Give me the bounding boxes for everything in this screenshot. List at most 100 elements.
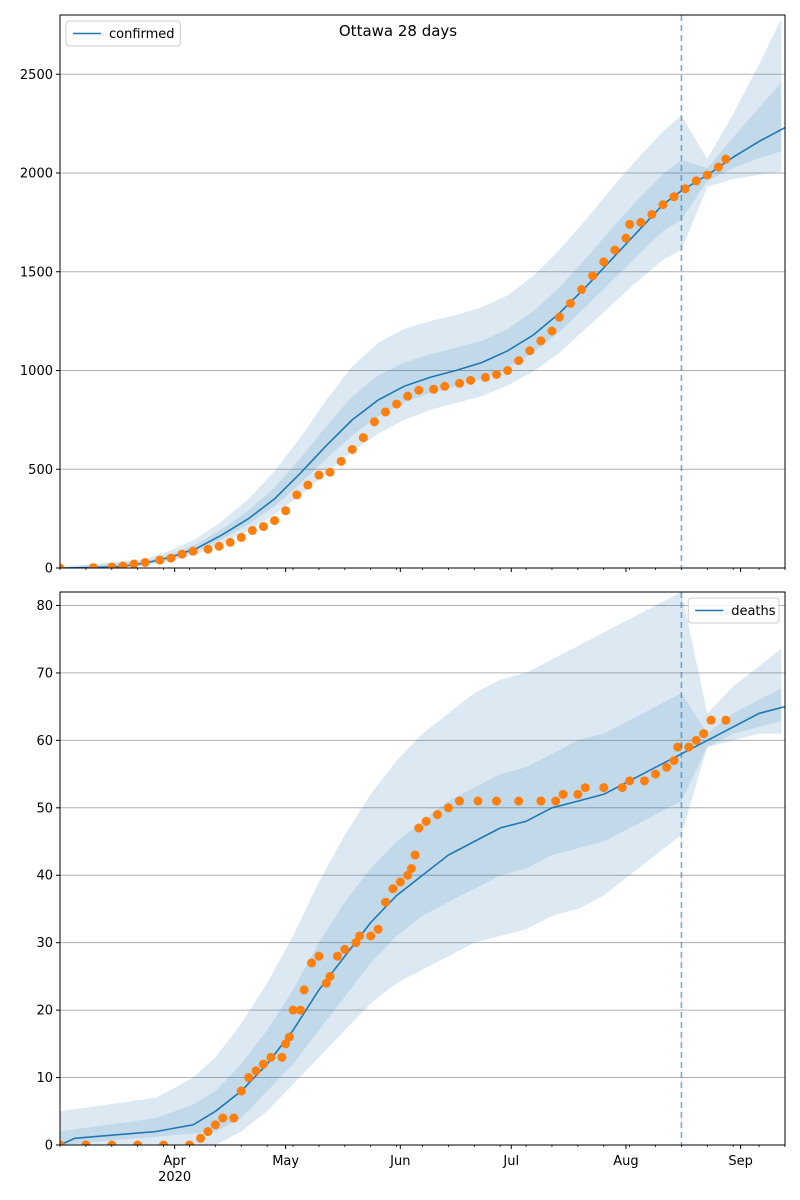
x-tick-label: May [272, 1154, 299, 1169]
observed-point [554, 312, 564, 322]
observed-point [288, 1005, 298, 1015]
observed-point [347, 445, 357, 454]
observed-point [466, 375, 476, 385]
y-tick-label: 1500 [20, 265, 53, 280]
observed-point [358, 433, 368, 443]
observed-point [669, 192, 679, 202]
y-tick-label: 2500 [20, 68, 53, 83]
observed-point [662, 762, 672, 772]
observed-point [443, 803, 453, 813]
observed-point [340, 944, 350, 954]
observed-point [658, 200, 668, 210]
observed-point [421, 816, 431, 826]
observed-point [155, 555, 165, 565]
observed-point [440, 381, 450, 391]
observed-point [336, 456, 346, 466]
observed-point [88, 563, 98, 568]
observed-point [514, 796, 524, 806]
observed-point [669, 756, 679, 766]
x-tick-label: Jun [389, 1154, 410, 1169]
observed-point [159, 1140, 169, 1145]
observed-point [292, 490, 302, 500]
observed-point [284, 1032, 294, 1042]
observed-point [314, 470, 324, 480]
x-tick-label: Aug [613, 1154, 638, 1169]
observed-point [140, 557, 150, 567]
observed-point [580, 783, 590, 793]
y-tick-label: 50 [36, 801, 53, 816]
observed-point [691, 735, 701, 745]
observed-point [403, 391, 413, 401]
observed-point [281, 1039, 291, 1049]
observed-point [636, 217, 646, 227]
observed-point [218, 1113, 228, 1123]
observed-point [673, 742, 683, 752]
observed-point [491, 796, 501, 806]
observed-point [133, 1140, 143, 1145]
observed-point [414, 823, 424, 833]
y-tick-label: 500 [28, 463, 53, 478]
observed-point [60, 1140, 65, 1145]
x-tick-label: Apr [163, 1154, 186, 1169]
observed-point [196, 1133, 206, 1143]
observed-point [625, 219, 635, 229]
observed-point [403, 870, 413, 880]
observed-point [203, 544, 213, 554]
observed-point [203, 1127, 213, 1137]
observed-point [691, 176, 701, 186]
observed-point [184, 1140, 194, 1145]
observed-point [381, 897, 391, 907]
observed-point [610, 245, 620, 255]
observed-point [625, 776, 635, 786]
observed-point [258, 522, 268, 532]
observed-point [355, 931, 365, 941]
observed-point [699, 729, 709, 739]
observed-point [392, 399, 402, 409]
observed-point [229, 1113, 239, 1123]
y-tick-label: 80 [36, 599, 53, 614]
x-tick-label: Jul [502, 1154, 519, 1169]
observed-point [491, 369, 501, 379]
observed-point [702, 170, 712, 180]
observed-point [558, 789, 568, 799]
legend: deaths [687, 597, 780, 624]
model-median-line [60, 126, 785, 568]
observed-point [214, 541, 224, 551]
observed-point [325, 971, 335, 981]
observed-point [332, 951, 342, 961]
observed-point [210, 1120, 220, 1130]
confirmed-axes: 0 500 1000 1500 2000 2500 confirmed [20, 14, 786, 577]
legend-box [65, 20, 181, 47]
observed-point [599, 783, 609, 793]
observed-point [454, 796, 464, 806]
observed-point [236, 1086, 246, 1096]
observed-point [366, 931, 376, 941]
observed-point [639, 776, 649, 786]
observed-point [647, 209, 657, 219]
observed-point [684, 742, 694, 752]
observed-point [414, 385, 424, 395]
observed-point [551, 796, 561, 806]
observed-point [236, 532, 246, 542]
observed-point [706, 715, 716, 725]
y-tick-label: 30 [36, 936, 53, 951]
observed-point [107, 562, 117, 568]
observed-point [225, 537, 235, 547]
observed-point [410, 850, 420, 860]
observed-point [680, 184, 690, 194]
observed-point [577, 285, 587, 295]
outer-uncertainty-band [60, 592, 782, 1145]
axes-frame [59, 14, 786, 569]
observed-point [266, 1052, 276, 1062]
legend-label: deaths [731, 604, 776, 619]
x-tick-sublabel: 2020 [158, 1170, 191, 1185]
observed-point [588, 271, 598, 281]
observed-point [573, 789, 583, 799]
observed-point [295, 1005, 305, 1015]
observed-point [118, 561, 128, 568]
observed-point [536, 336, 546, 346]
observed-point [251, 1066, 261, 1076]
observed-point [525, 346, 535, 356]
